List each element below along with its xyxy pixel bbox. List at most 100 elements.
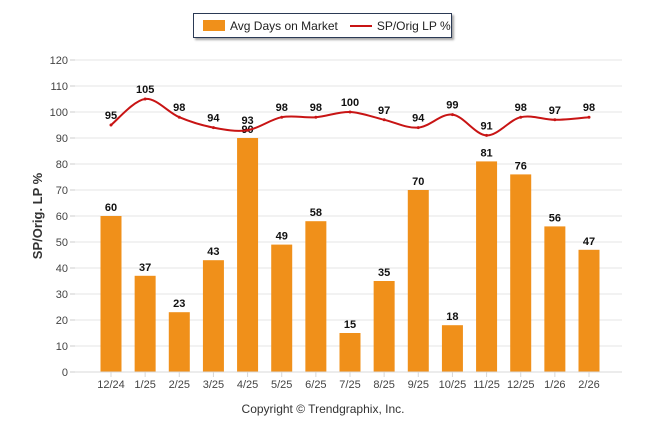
y-tick-label: 30 (56, 289, 68, 301)
x-tick-label: 12/24 (97, 379, 125, 391)
x-tick-label: 2/26 (578, 379, 599, 391)
bar-data-label: 23 (173, 298, 185, 310)
line-point (177, 115, 181, 119)
x-tick-label: 1/25 (134, 379, 155, 391)
bar-data-label: 49 (276, 231, 288, 243)
legend-line-swatch-icon (349, 24, 372, 27)
bar-data-label: 56 (549, 212, 561, 224)
bar (407, 190, 429, 372)
bar (476, 161, 498, 372)
bar (510, 174, 532, 372)
x-tick-label: 1/26 (544, 379, 565, 391)
bar (237, 138, 259, 372)
bar-data-labels: 603723439049581535701881765647 (105, 124, 595, 331)
bar-data-label: 81 (480, 147, 492, 159)
line-point (587, 115, 591, 119)
line-data-label: 98 (310, 102, 322, 114)
line-point (280, 115, 284, 119)
line-data-label: 100 (341, 97, 359, 109)
bar-data-label: 37 (139, 262, 151, 274)
line-data-label: 98 (515, 102, 527, 114)
line-point (109, 123, 113, 127)
bar (100, 216, 122, 372)
line-point (143, 97, 147, 101)
x-tick-label: 12/25 (507, 379, 535, 391)
bar (134, 275, 156, 372)
line-data-label: 91 (480, 120, 492, 132)
y-tick-label: 100 (50, 107, 68, 119)
line-point (246, 128, 250, 132)
line-data-label: 94 (412, 113, 425, 125)
line-data-labels: 95 105 98 94 93 98 98 100 97 94 99 91 98 97 98 (105, 84, 595, 132)
bar-data-label: 35 (378, 267, 390, 279)
y-tick-label: 90 (56, 133, 68, 145)
x-tick-label: 3/25 (203, 379, 224, 391)
bar-data-label: 60 (105, 202, 117, 214)
y-axis-label: SP/Orig. LP % (30, 172, 45, 259)
x-tick-label: 2/25 (169, 379, 190, 391)
y-tick-label: 50 (56, 237, 68, 249)
gridlines (75, 59, 622, 347)
bar (339, 333, 361, 372)
line-series (109, 97, 591, 137)
line-point (553, 118, 557, 122)
bar (544, 226, 566, 372)
line-point (519, 115, 523, 119)
line-data-label: 105 (136, 84, 154, 96)
bar (441, 325, 463, 372)
bar (168, 312, 190, 372)
x-tick-label: 10/25 (439, 379, 467, 391)
bar (373, 281, 395, 372)
line-data-label: 98 (583, 102, 595, 114)
line-data-label: 99 (446, 100, 458, 112)
y-tick-label: 70 (56, 185, 68, 197)
bar (202, 260, 224, 372)
bar-series (100, 138, 600, 372)
bar (578, 249, 600, 372)
x-tick-label: 5/25 (271, 379, 292, 391)
copyright-text: Copyright © Trendgraphix, Inc. (241, 402, 405, 416)
x-tick-label: 4/25 (237, 379, 258, 391)
bar-data-label: 70 (412, 176, 424, 188)
bar-data-label: 15 (344, 319, 356, 331)
x-tick-label: 9/25 (408, 379, 429, 391)
bar-data-label: 18 (446, 311, 458, 323)
bar (271, 244, 293, 372)
x-tick-label: 11/25 (473, 379, 500, 391)
line-point (485, 133, 489, 137)
line-point (314, 115, 318, 119)
bar (305, 221, 327, 372)
legend-bar-label: Avg Days on Market (230, 18, 338, 33)
y-tick-label: 20 (56, 315, 68, 327)
y-tick-label: 80 (56, 159, 68, 171)
bar-data-label: 43 (207, 246, 219, 258)
bar-data-label: 58 (310, 207, 322, 219)
line-data-label: 97 (378, 105, 390, 117)
x-axis: 12/24 1/25 2/25 3/25 4/25 5/25 6/25 7/25 8/25 9/2… (75, 371, 622, 391)
x-tick-label: 7/25 (339, 379, 360, 391)
line-point (382, 118, 386, 122)
bar-data-label: 76 (515, 160, 527, 172)
x-tick-label: 6/25 (305, 379, 326, 391)
x-tick-label: 8/25 (373, 379, 394, 391)
line-point (450, 113, 454, 117)
y-tick-label: 120 (50, 55, 68, 67)
y-tick-label: 40 (56, 263, 68, 275)
legend-bar-swatch-icon (203, 20, 225, 31)
y-axis-ticks: 0 10 20 30 40 50 60 70 80 90 100 110 120 (50, 55, 75, 379)
y-tick-label: 0 (62, 367, 68, 379)
line-data-label: 98 (173, 102, 185, 114)
line-data-label: 95 (105, 110, 117, 122)
line-point (211, 126, 215, 130)
y-tick-label: 60 (56, 211, 68, 223)
line-point (348, 110, 352, 114)
bar-data-label: 47 (583, 236, 595, 248)
line-data-label: 98 (276, 102, 288, 114)
y-tick-label: 10 (56, 341, 68, 353)
line-data-label: 97 (549, 105, 561, 117)
line-data-label: 93 (241, 115, 253, 127)
line-data-label: 94 (207, 113, 220, 125)
legend-line-label: SP/Orig LP % (376, 18, 451, 33)
line-point (416, 126, 420, 130)
y-tick-label: 110 (50, 81, 68, 93)
